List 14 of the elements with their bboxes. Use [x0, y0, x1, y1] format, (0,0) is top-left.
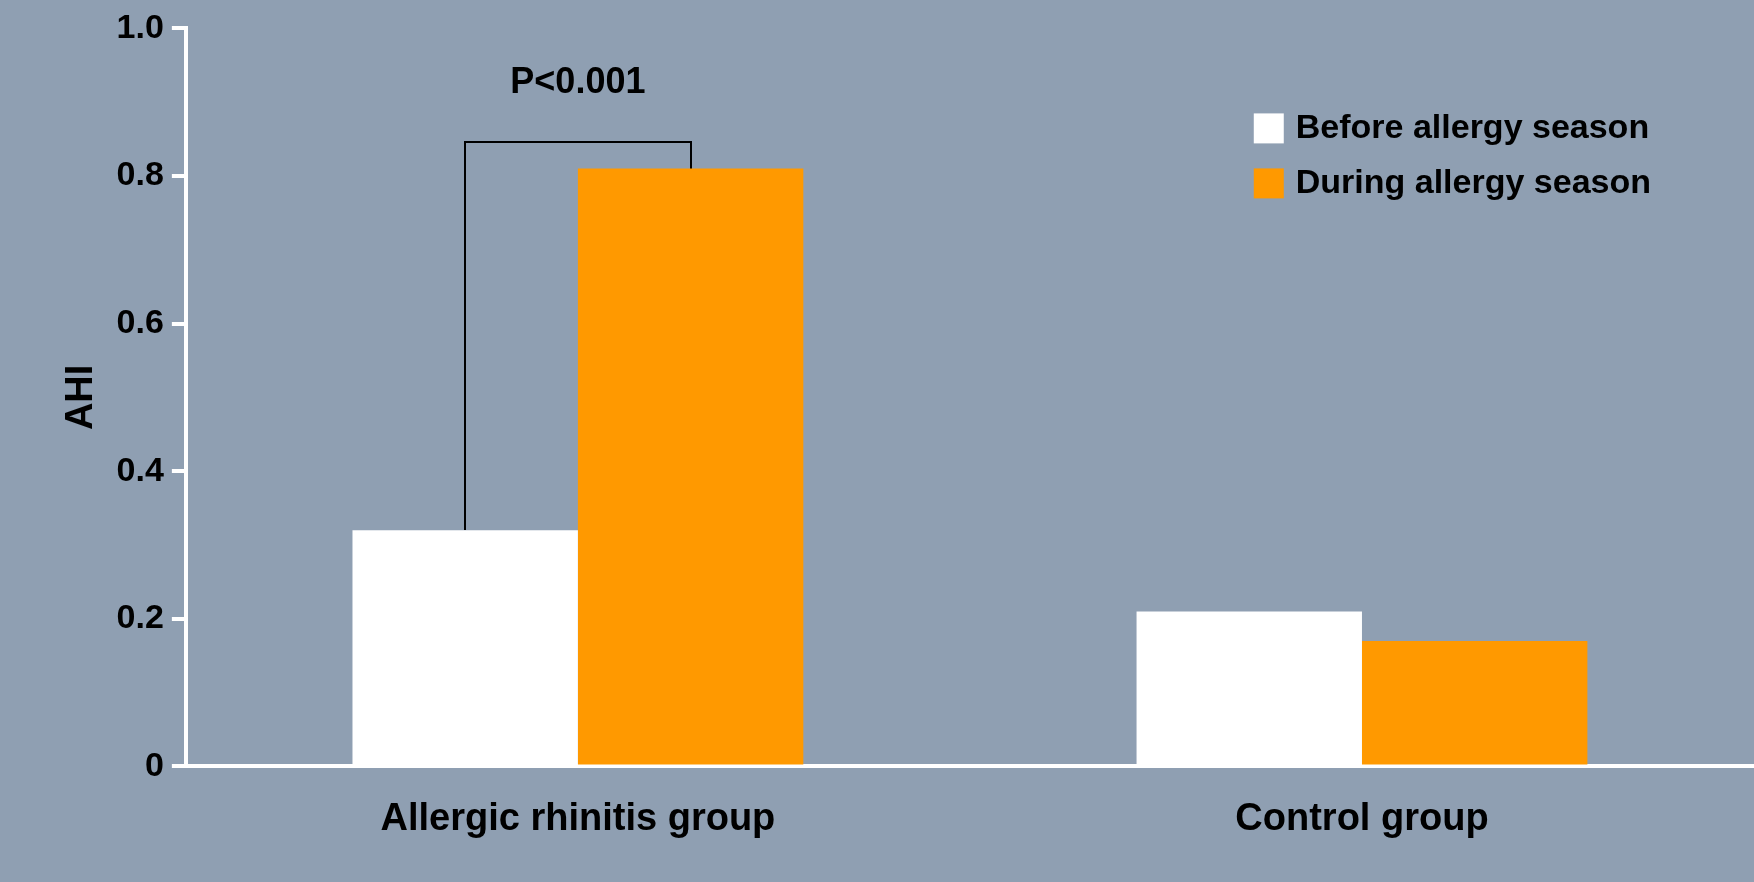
y-tick-label: 0.4 [116, 449, 164, 488]
y-tick-label: 0.2 [116, 597, 164, 636]
legend-label: During allergy season [1295, 161, 1652, 200]
bar [1361, 640, 1588, 765]
y-tick-label: 0.8 [116, 154, 164, 193]
x-tick-label: Control group [1235, 795, 1489, 838]
y-tick-label: 0 [144, 744, 164, 783]
y-tick-label: 1.0 [116, 6, 164, 45]
legend-label: Before allergy season [1295, 106, 1650, 145]
bar [577, 168, 804, 765]
y-tick-label: 0.6 [116, 301, 164, 340]
y-axis-title: AHI [58, 364, 101, 431]
annotation: P<0.001 [510, 59, 646, 101]
x-tick-label: Allergic rhinitis group [380, 795, 776, 838]
